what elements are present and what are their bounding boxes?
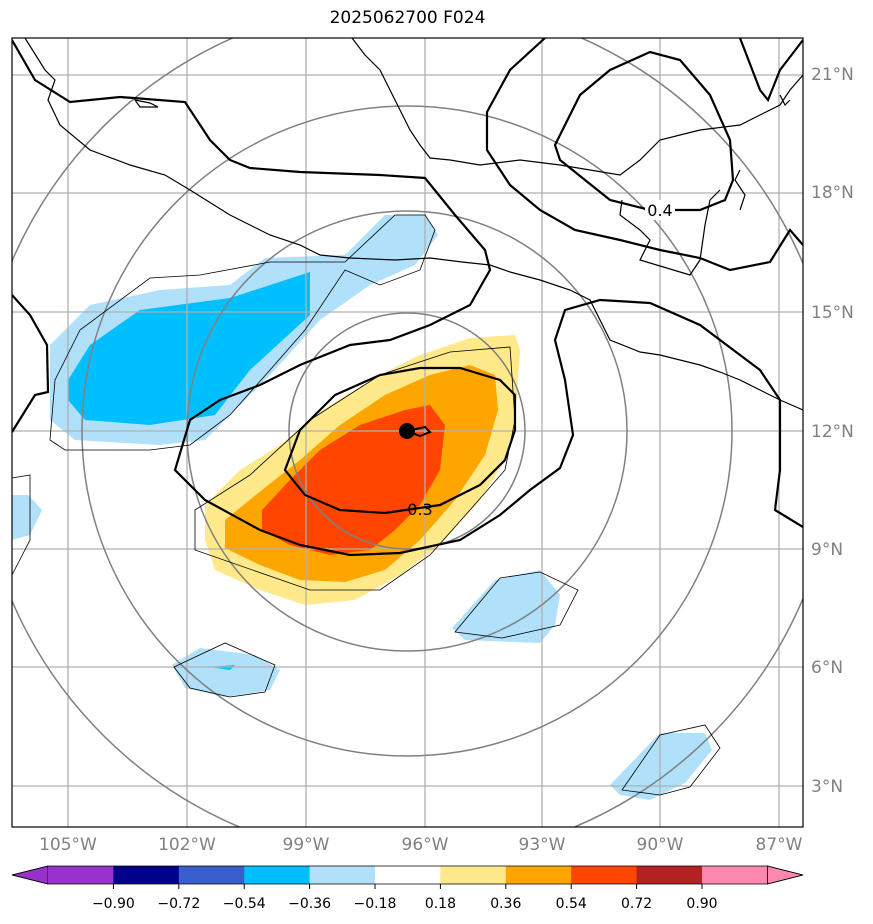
colorbar-tick-label: −0.18 [354, 896, 397, 912]
colorbar-swatch [178, 866, 245, 884]
lon-tick-label: 102°W [158, 835, 216, 855]
colorbar-swatch [48, 866, 114, 884]
lon-tick-label: 93°W [519, 835, 566, 855]
lon-tick-label: 87°W [756, 835, 803, 855]
lat-tick-label: 9°N [811, 540, 843, 560]
contour-lines [12, 38, 803, 557]
lat-tick-label: 6°N [811, 658, 843, 678]
colorbar-extend-high [767, 865, 804, 885]
contour-label-0.3: 0.3 [407, 500, 432, 519]
colorbar-swatch [571, 866, 638, 884]
map-panel: 0.4 0.3 [12, 38, 803, 827]
colorbar-tick-label: 0.90 [686, 896, 717, 912]
map-frame [11, 37, 804, 828]
colorbar: −0.90 −0.72 −0.54 −0.36 −0.18 0.18 0.36 0.54 0.7… [11, 865, 804, 912]
colorbar-swatch [113, 866, 180, 884]
contour-label-0.4: 0.4 [647, 201, 672, 220]
longitude-tick-labels: 105°W 102°W 99°W 96°W 93°W 90°W 87°W [39, 835, 803, 855]
colorbar-tick-label: 0.54 [556, 896, 587, 912]
lat-tick-label: 18°N [811, 183, 854, 203]
colorbar-tick-label: −0.72 [157, 896, 200, 912]
colorbar-swatch [702, 866, 768, 884]
colorbar-tick-label: 0.72 [621, 896, 652, 912]
colorbar-swatch [309, 866, 376, 884]
lon-tick-label: 105°W [39, 835, 97, 855]
colorbar-swatch [440, 866, 507, 884]
colorbar-swatch [505, 866, 572, 884]
lat-tick-label: 15°N [811, 303, 854, 323]
colorbar-extend-low [11, 865, 49, 885]
colorbar-swatch [636, 866, 703, 884]
lat-tick-label: 12°N [811, 422, 854, 442]
latitude-tick-labels: 3°N 6°N 9°N 12°N 15°N 18°N 21°N [811, 65, 854, 797]
colorbar-tick-label: 0.18 [425, 896, 456, 912]
colorbar-tick-label: 0.36 [490, 896, 521, 912]
plot-title: 2025062700 F024 [329, 8, 486, 28]
lat-tick-label: 3°N [811, 777, 843, 797]
lon-tick-label: 96°W [402, 835, 449, 855]
colorbar-tick-label: −0.54 [223, 896, 266, 912]
negative-shading [12, 215, 712, 800]
colorbar-tick-label: −0.90 [92, 896, 135, 912]
storm-center-marker [399, 423, 432, 439]
colorbar-swatch [244, 866, 311, 884]
lon-tick-label: 90°W [637, 835, 684, 855]
colorbar-tick-label: −0.36 [288, 896, 331, 912]
colorbar-swatch [375, 866, 441, 884]
positive-shading [205, 335, 520, 605]
lon-tick-label: 99°W [283, 835, 330, 855]
coastlines [24, 38, 803, 411]
colorbar-outline [11, 865, 804, 885]
lat-tick-label: 21°N [811, 65, 854, 85]
